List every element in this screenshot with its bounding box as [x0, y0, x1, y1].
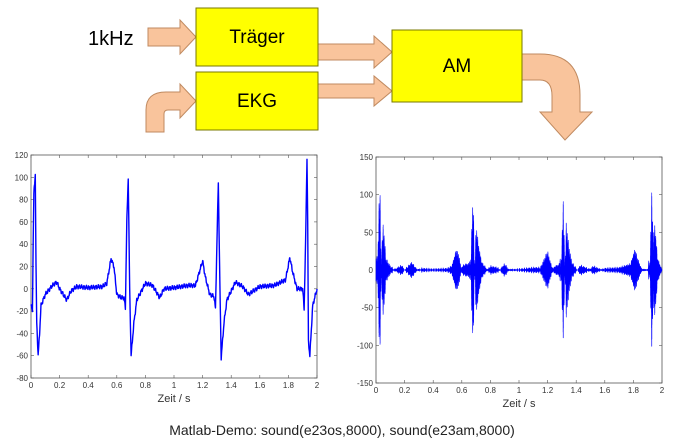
x-tick-label: 0: [29, 381, 34, 390]
y-tick-label: 0: [24, 285, 29, 294]
carrier-block: [195, 7, 319, 67]
x-tick-label: 0.4: [83, 381, 95, 390]
x-tick-label: 1: [517, 386, 522, 395]
y-tick-label: -80: [16, 374, 28, 383]
am-chart: 0 0.2 0.4 0.6 0.8 1 1.2 1.4 1.6 1.8 2 -150 -100 -50 0 5…: [357, 153, 665, 410]
y-tick-label: 100: [360, 191, 374, 200]
x-axis-label: Zeit / s: [502, 398, 536, 410]
x-tick-label: 0.2: [399, 386, 411, 395]
carrier-block-label: Träger: [229, 27, 285, 48]
am-signal-line: [375, 192, 663, 347]
caption: Matlab-Demo: sound(e23os,8000), sound(e2…: [169, 422, 515, 438]
y-tick-label: 50: [364, 228, 373, 237]
y-tick-label: 150: [360, 153, 374, 162]
x-tick-label: 1: [172, 381, 177, 390]
x-tick-label: 1.2: [542, 386, 554, 395]
output-arrow-am: [521, 53, 594, 141]
y-tick-label: 120: [15, 151, 29, 160]
x-axis-label: Zeit / s: [157, 393, 191, 405]
input-arrow-1khz: [147, 18, 197, 56]
x-tick-label: 2: [315, 381, 320, 390]
y-tick-label: -100: [357, 341, 374, 350]
x-tick-label: 0.6: [111, 381, 123, 390]
x-tick-label: 1.6: [254, 381, 266, 390]
y-tick-label: -50: [361, 304, 373, 313]
y-tick-label: 60: [19, 218, 28, 227]
y-tick-label: -60: [16, 352, 28, 361]
x-tick-label: 1.2: [197, 381, 209, 390]
ecg-chart: 0 0.2 0.4 0.6 0.8 1 1.2 1.4 1.6 1.8 2 -80 -60 -40 -20 0…: [15, 151, 320, 405]
y-tick-label: 80: [19, 196, 28, 205]
arrow-ekg-to-am: [317, 74, 393, 108]
ecg-signal-line: [30, 158, 318, 361]
x-tick-label: 0.4: [428, 386, 440, 395]
x-tick-label: 1.4: [226, 381, 238, 390]
x-tick-label: 0: [374, 386, 379, 395]
x-tick-label: 1.8: [628, 386, 640, 395]
x-tick-label: 1.6: [599, 386, 611, 395]
x-tick-label: 2: [660, 386, 665, 395]
input-frequency-label: 1kHz: [88, 28, 134, 50]
x-tick-label: 0.8: [485, 386, 497, 395]
am-block: [391, 29, 523, 103]
input-arrow-ekg: [145, 82, 197, 133]
x-tick-label: 1.8: [283, 381, 295, 390]
x-tick-label: 0.6: [456, 386, 468, 395]
arrow-carrier-to-am: [317, 34, 393, 70]
y-tick-label: 20: [19, 263, 28, 272]
plot-area: [30, 154, 318, 379]
x-tick-label: 0.8: [140, 381, 152, 390]
ecg-block-label: EKG: [237, 91, 277, 112]
y-tick-label: -150: [357, 379, 374, 388]
y-tick-label: -40: [16, 329, 28, 338]
x-tick-label: 0.2: [54, 381, 66, 390]
am-block-label: AM: [443, 56, 472, 77]
y-tick-label: 100: [15, 173, 29, 182]
x-tick-label: 1.4: [571, 386, 583, 395]
y-tick-label: -20: [16, 307, 28, 316]
y-tick-label: 40: [19, 240, 28, 249]
y-tick-label: 0: [369, 266, 374, 275]
ecg-block: [195, 71, 319, 131]
